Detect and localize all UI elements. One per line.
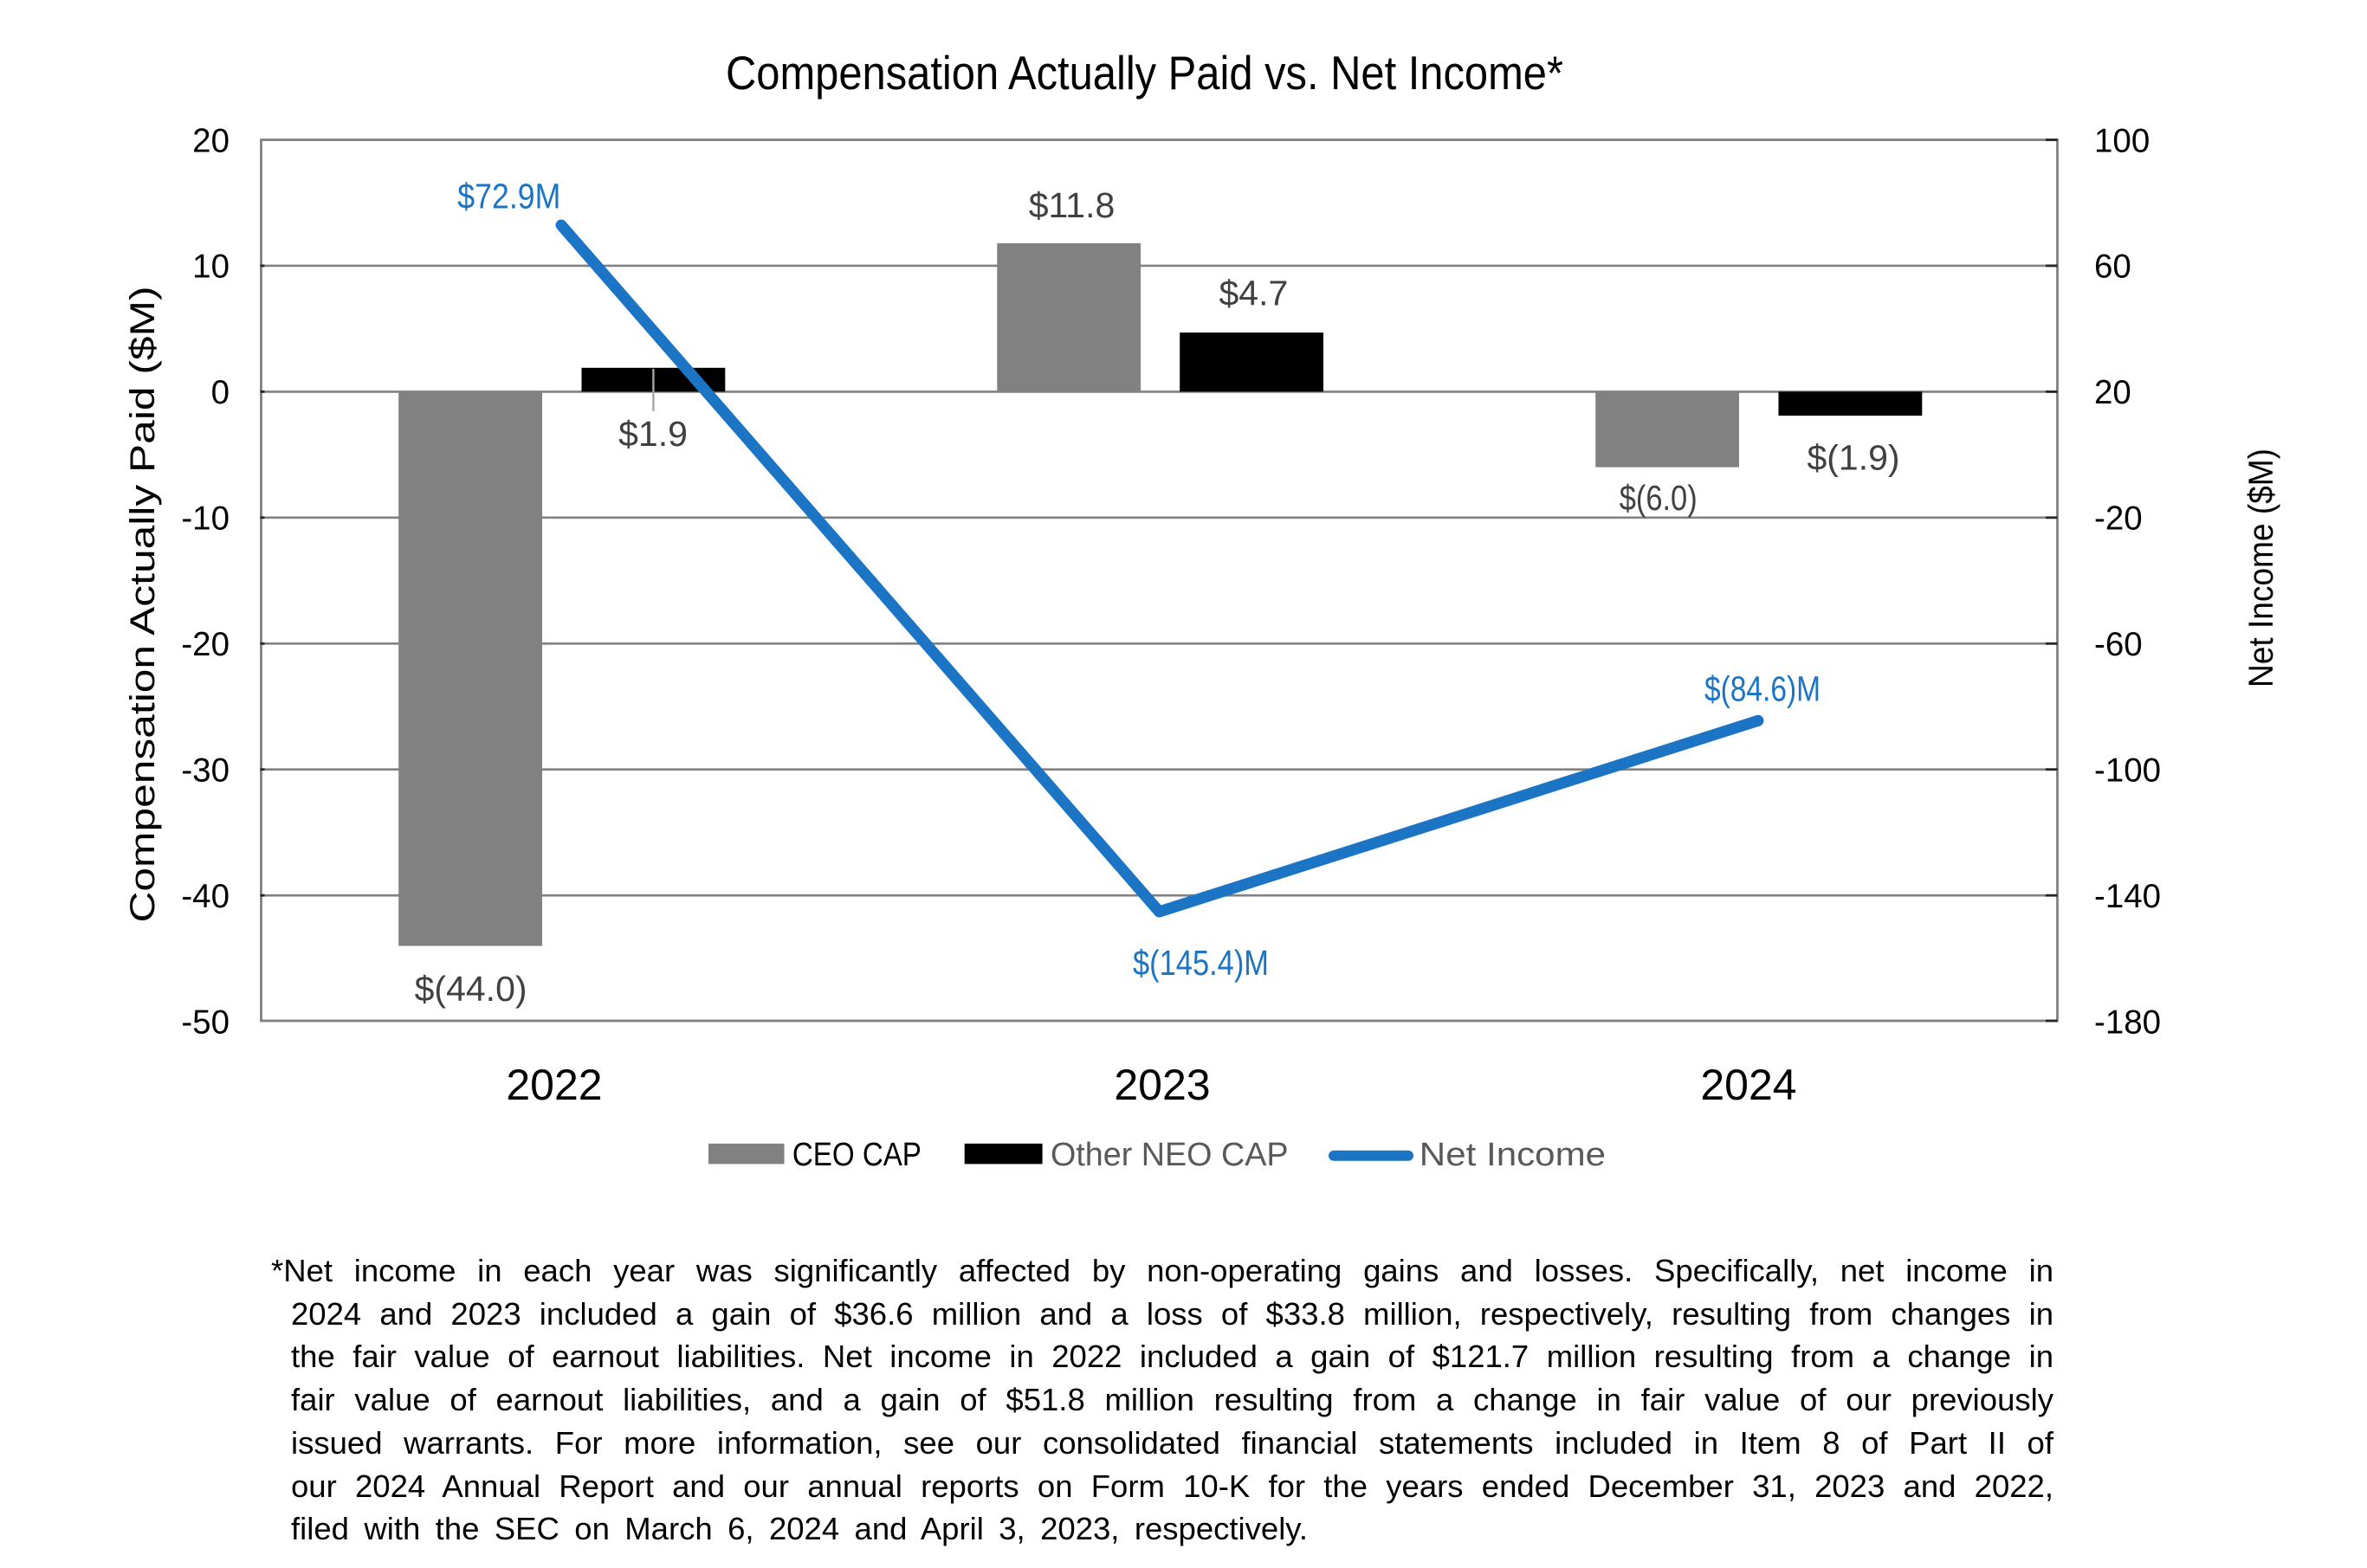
svg-text:Net Income ($M): Net Income ($M) (2242, 448, 2280, 687)
svg-text:$(145.4)M: $(145.4)M (1133, 943, 1269, 983)
svg-text:CEO CAP: CEO CAP (792, 1137, 922, 1173)
svg-text:10: 10 (192, 248, 230, 286)
svg-text:$(6.0): $(6.0) (1620, 478, 1698, 518)
svg-text:$4.7: $4.7 (1219, 274, 1288, 313)
svg-text:2022: 2022 (506, 1061, 602, 1109)
svg-text:0: 0 (211, 374, 230, 411)
svg-text:$11.8: $11.8 (1029, 185, 1116, 225)
svg-text:$1.9: $1.9 (618, 414, 688, 454)
svg-text:-60: -60 (2094, 626, 2143, 663)
svg-text:Other NEO CAP: Other NEO CAP (1051, 1137, 1289, 1173)
svg-text:-30: -30 (181, 752, 230, 790)
svg-text:2023: 2023 (1114, 1061, 1210, 1109)
svg-text:$(84.6)M: $(84.6)M (1704, 669, 1821, 709)
svg-text:$(44.0): $(44.0) (415, 969, 527, 1009)
svg-text:2024: 2024 (1700, 1061, 1796, 1109)
svg-text:$72.9M: $72.9M (457, 177, 560, 216)
svg-text:-180: -180 (2094, 1003, 2161, 1041)
svg-text:20: 20 (2094, 374, 2131, 411)
svg-text:-20: -20 (181, 626, 230, 663)
svg-text:20: 20 (192, 122, 230, 159)
svg-text:-100: -100 (2094, 752, 2161, 790)
svg-text:$(1.9): $(1.9) (1807, 438, 1899, 478)
svg-text:-40: -40 (181, 878, 230, 915)
svg-text:Compensation Actually Paid vs.: Compensation Actually Paid vs. Net Incom… (726, 46, 1563, 100)
svg-text:-10: -10 (181, 500, 230, 538)
svg-text:Net Income: Net Income (1420, 1137, 1606, 1173)
svg-text:-50: -50 (181, 1003, 230, 1041)
svg-text:60: 60 (2094, 248, 2131, 286)
svg-text:-20: -20 (2094, 500, 2143, 538)
svg-text:100: 100 (2094, 122, 2150, 159)
svg-text:Compensation Actually Paid ($M: Compensation Actually Paid ($M) (124, 287, 162, 923)
svg-text:-140: -140 (2094, 878, 2161, 915)
